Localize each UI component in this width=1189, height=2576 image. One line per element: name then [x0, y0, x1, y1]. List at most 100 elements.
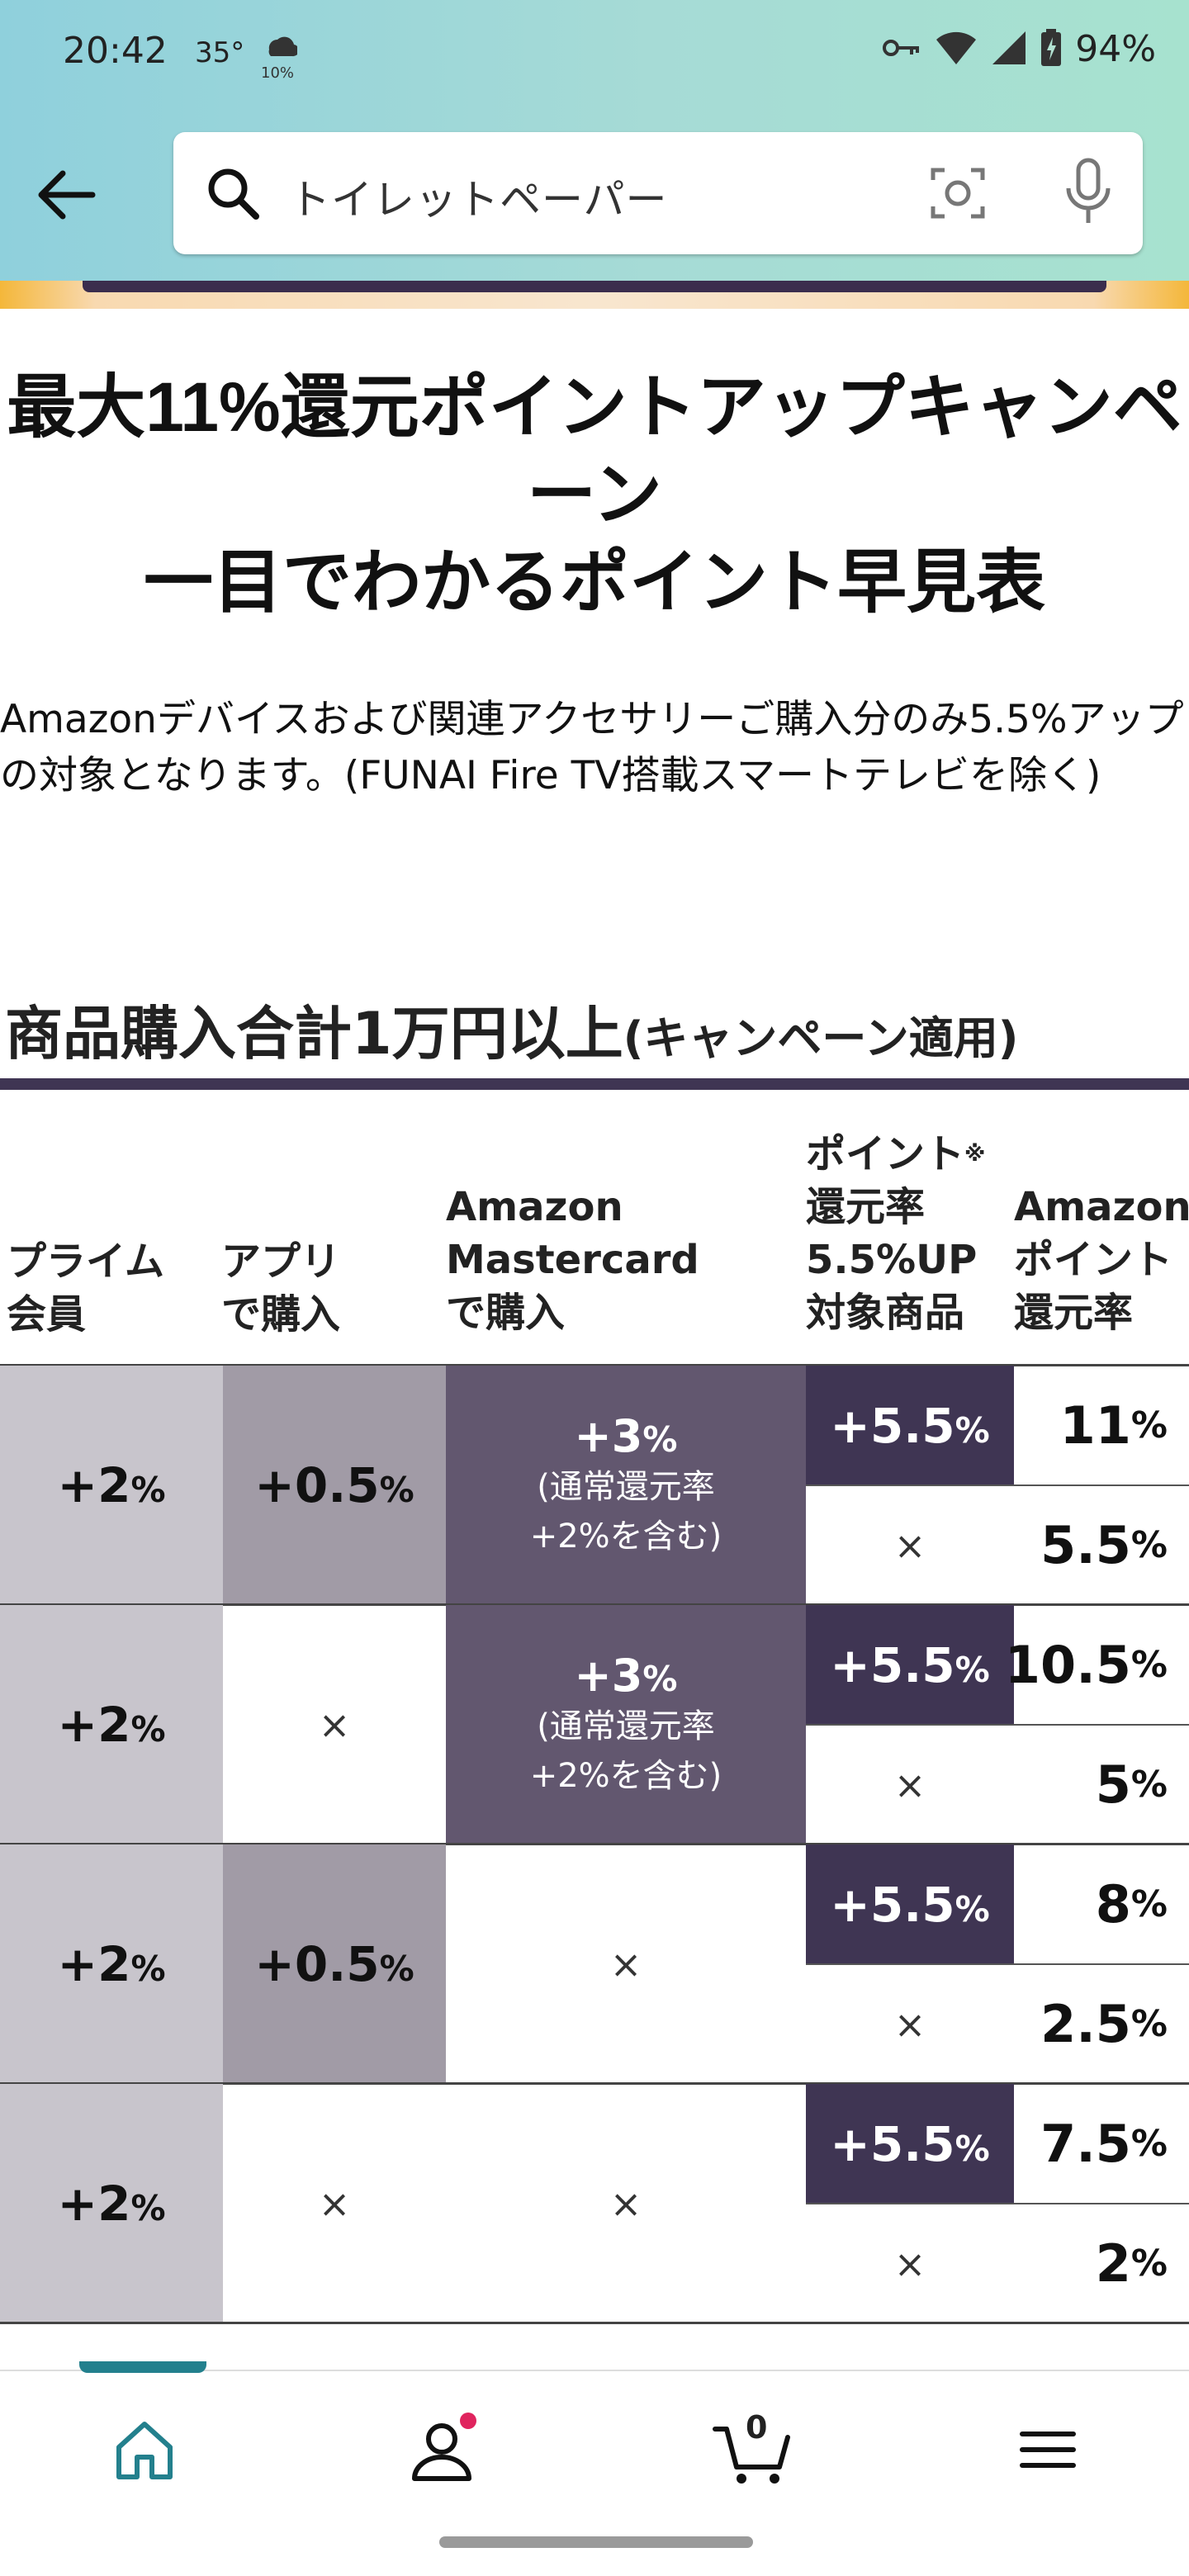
search-box[interactable]: トイレットペーパー	[173, 132, 1143, 254]
cross-mark: ×	[893, 1762, 926, 1807]
cart-count: 0	[746, 2409, 768, 2446]
gesture-home-bar	[439, 2536, 753, 2548]
nav-home-button[interactable]	[107, 2413, 182, 2487]
section-heading-sub: (キャンペーン適用)	[623, 1012, 1019, 1064]
value-number: +0.5	[254, 1936, 380, 1992]
header-app-line: アプリ	[221, 1238, 341, 1285]
header-target-line: 対象商品	[806, 1290, 965, 1336]
header-rate: Amazon ポイント 還元率	[1014, 1181, 1189, 1339]
nav-menu-button[interactable]	[1011, 2413, 1085, 2487]
cart-icon	[713, 2427, 790, 2484]
mastercard-note: +2%を含む)	[529, 1756, 722, 1795]
header-mastercard-line: で購入	[446, 1290, 566, 1336]
percent-sign: %	[1130, 1524, 1168, 1566]
header-mastercard-line: Amazon	[446, 1184, 623, 1230]
cell-target-none: ×	[806, 2204, 1014, 2323]
cell-rate-up: 7.5%	[1014, 2084, 1189, 2204]
nav-active-indicator	[79, 2361, 206, 2373]
percent-sign: %	[955, 1409, 990, 1451]
value-number: +2	[57, 1697, 131, 1753]
cell-prime: +2%	[0, 1844, 223, 2084]
cell-prime: +2%	[0, 2084, 223, 2323]
search-icon[interactable]	[203, 163, 263, 223]
percent-sign: %	[130, 1470, 166, 1510]
cell-target-none: ×	[806, 1964, 1014, 2084]
cell-target-none: ×	[806, 1485, 1014, 1605]
weather-icon: 10%	[261, 30, 300, 82]
cell-app: +0.5%	[223, 1366, 446, 1605]
cell-rate-none: 5%	[1014, 1725, 1189, 1844]
value-number: +0.5	[254, 1457, 380, 1513]
back-arrow-icon	[38, 170, 96, 220]
percent-sign: %	[1130, 2123, 1168, 2165]
value-number: +2	[57, 2176, 131, 2232]
header-target: ポイント※ 還元率 5.5%UP 対象商品	[806, 1128, 985, 1339]
percent-sign: %	[1130, 2242, 1168, 2285]
notification-dot	[460, 2413, 476, 2429]
value-number: 5.5	[1040, 1515, 1131, 1575]
mastercard-note: (通常還元率	[537, 1467, 715, 1506]
percent-sign: %	[130, 1709, 166, 1750]
value-number: 7.5	[1040, 2114, 1131, 2174]
percent-sign: %	[379, 1470, 414, 1510]
header-app-line: で購入	[221, 1291, 341, 1338]
value-number: +2	[57, 1457, 131, 1513]
value-number: 8	[1095, 1874, 1131, 1934]
value-number: +3	[574, 1649, 643, 1702]
header-prime: プライム 会員	[7, 1235, 164, 1341]
cell-rate-up: 8%	[1014, 1844, 1189, 1964]
cell-app: ×	[223, 1605, 446, 1844]
campaign-title-line3: 一目でわかるポイント早見表	[143, 543, 1045, 621]
header-rate-line: 還元率	[1014, 1290, 1134, 1336]
table-row-divider	[0, 1843, 1189, 1845]
percent-sign: %	[130, 2188, 166, 2228]
search-input[interactable]: トイレットペーパー	[289, 176, 668, 224]
cell-prime: +2%	[0, 1366, 223, 1605]
camera-lens-icon[interactable]	[926, 162, 989, 225]
cell-target-up: +5.5%	[806, 2084, 1014, 2204]
cell-mastercard: +3% (通常還元率 +2%を含む)	[446, 1366, 806, 1605]
percent-sign: %	[1130, 2003, 1168, 2045]
wifi-icon	[935, 30, 978, 69]
inner-divider	[806, 1724, 1189, 1726]
cell-rate-none: 2.5%	[1014, 1964, 1189, 2084]
section-heading-main: 商品購入合計1万円以上	[5, 1000, 623, 1068]
header-rate-line: Amazon	[1014, 1184, 1189, 1230]
inner-divider	[806, 1963, 1189, 1965]
percent-sign: %	[642, 1418, 678, 1460]
status-temperature: 35°	[195, 36, 245, 69]
value-number: +5.5	[830, 2115, 955, 2172]
percent-sign: %	[955, 2128, 990, 2169]
value-number: 2.5	[1040, 1994, 1131, 2054]
cell-prime: +2%	[0, 1605, 223, 1844]
campaign-note: Amazonデバイスおよび関連アクセサリーご購入分のみ5.5%アップの対象となり…	[0, 697, 1184, 798]
header-mastercard: Amazon Mastercard で購入	[446, 1181, 699, 1339]
bottom-nav: 0	[0, 2361, 1189, 2520]
value-number: 11	[1059, 1395, 1131, 1456]
cell-rate-none: 2%	[1014, 2204, 1189, 2323]
percent-sign: %	[1130, 1883, 1168, 1925]
percent-sign: %	[955, 1888, 990, 1930]
percent-sign: %	[1130, 1644, 1168, 1686]
percent-sign: %	[1130, 1764, 1168, 1806]
cross-mark: ×	[318, 2181, 351, 2226]
cross-mark: ×	[609, 1942, 642, 1986]
percent-sign: %	[1130, 1404, 1168, 1447]
nav-cart-button[interactable]: 0	[712, 2409, 794, 2487]
percent-sign: %	[955, 1649, 990, 1690]
cell-target-up: +5.5%	[806, 1844, 1014, 1964]
value-number: +5.5	[830, 1636, 955, 1693]
cross-mark: ×	[893, 2241, 926, 2286]
microphone-icon[interactable]	[1059, 157, 1118, 228]
header-target-line: ポイント※	[806, 1131, 986, 1177]
back-arrow-button[interactable]	[33, 165, 99, 225]
nav-account-button[interactable]	[405, 2413, 479, 2487]
header-prime-line: 会員	[7, 1291, 87, 1338]
cross-mark: ×	[893, 1522, 926, 1568]
home-icon	[116, 2422, 173, 2479]
vpn-key-icon	[882, 36, 921, 64]
points-table: プライム 会員 アプリ で購入 Amazon Mastercard で購入 ポイ…	[0, 1090, 1189, 2324]
signal-icon	[991, 30, 1027, 69]
cell-rate-up: 11%	[1014, 1366, 1189, 1485]
campaign-title: 最大11%還元ポイントアップキャンペ ーン 一目でわかるポイント早見表	[0, 363, 1189, 626]
